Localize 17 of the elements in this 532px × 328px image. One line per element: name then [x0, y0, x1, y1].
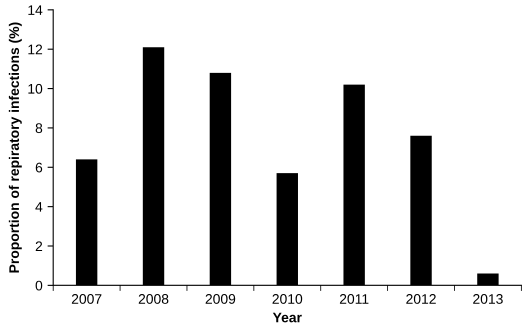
x-axis-title: Year — [272, 312, 302, 322]
x-tick-label: 2010 — [272, 294, 302, 304]
y-tick-label: 0 — [36, 280, 42, 291]
y-axis-title: Proportion of repiratory infections (%) — [8, 22, 22, 272]
y-tick-label: 14 — [28, 5, 42, 15]
y-tick-label: 6 — [36, 162, 42, 172]
y-tick-label: 4 — [35, 202, 42, 212]
y-tick-label: 10 — [28, 84, 42, 94]
x-tick-label: 2012 — [406, 294, 436, 304]
x-tick-label: 2013 — [473, 294, 503, 304]
y-tick-label: 2 — [36, 241, 42, 252]
y-tick-label: 8 — [36, 123, 42, 134]
x-tick-label: 2008 — [138, 294, 168, 304]
x-tick-label: 2007 — [72, 294, 102, 304]
x-tick-label: 2011 — [340, 294, 368, 304]
y-tick-label: 12 — [28, 44, 42, 54]
x-tick-label: 2009 — [206, 294, 236, 304]
